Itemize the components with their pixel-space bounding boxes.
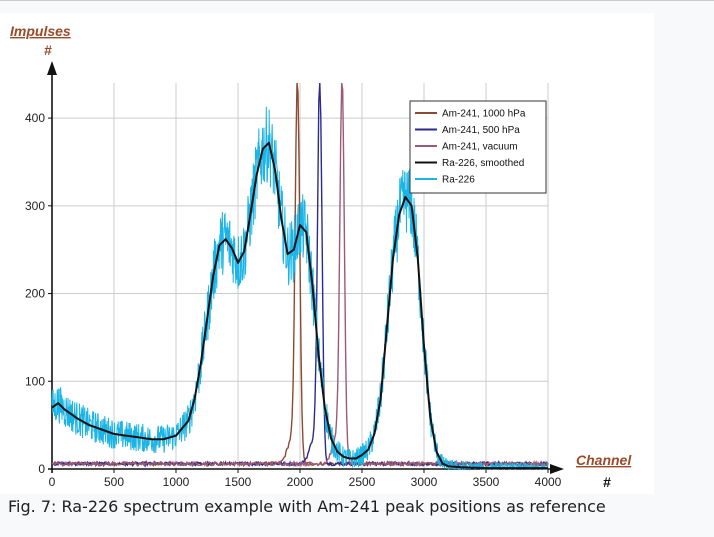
plot-panel: 0 500 1000 1500 2000 2500 3000 3500 4000 0 100 200 3…: [0, 13, 654, 494]
legend-label: Am-241, 500 hPa: [442, 125, 520, 136]
y-axis-title: Impulses: [10, 23, 71, 39]
y-tick-label: 200: [25, 287, 45, 301]
y-tick-label: 300: [25, 199, 45, 213]
series-line-am241-3: [52, 82, 549, 468]
x-axis-title: Channel: [576, 452, 632, 468]
x-axis-unit: #: [603, 474, 611, 490]
series-lines: [51, 82, 549, 471]
legend-label: Am-241, 1000 hPa: [442, 109, 526, 120]
figure-caption: Fig. 7: Ra-226 spectrum example with Am-…: [8, 497, 606, 516]
x-tick-label: 1000: [163, 475, 190, 489]
x-axis-arrow: [550, 464, 564, 474]
y-tick-label: 100: [25, 374, 45, 388]
x-tick-label: 0: [49, 475, 56, 489]
y-axis-unit: #: [44, 42, 52, 58]
y-axis-arrow: [47, 61, 57, 75]
tick-labels: 0 500 1000 1500 2000 2500 3000 3500 4000 0 100 200 3…: [25, 111, 562, 489]
x-tick-label: 3000: [411, 475, 438, 489]
legend: Am-241, 1000 hPa Am-241, 500 hPa Am-241, v…: [409, 100, 547, 194]
y-tick-label: 400: [25, 111, 45, 125]
legend-label: Ra-226: [442, 175, 475, 186]
y-tick-label: 0: [38, 462, 45, 476]
x-tick-label: 2000: [287, 475, 314, 489]
x-tick-label: 3500: [473, 475, 500, 489]
x-tick-label: 2500: [349, 475, 376, 489]
series-line-ra226: [51, 106, 549, 471]
chart: 0 500 1000 1500 2000 2500 3000 3500 4000 0 100 200 3…: [10, 23, 632, 490]
legend-label: Ra-226, smoothed: [442, 158, 524, 169]
x-tick-label: 500: [104, 475, 124, 489]
x-tick-label: 4000: [535, 475, 562, 489]
legend-label: Am-241, vacuum: [442, 142, 518, 153]
series-line-ra226-smoothed: [51, 141, 548, 470]
x-tick-label: 1500: [225, 475, 252, 489]
